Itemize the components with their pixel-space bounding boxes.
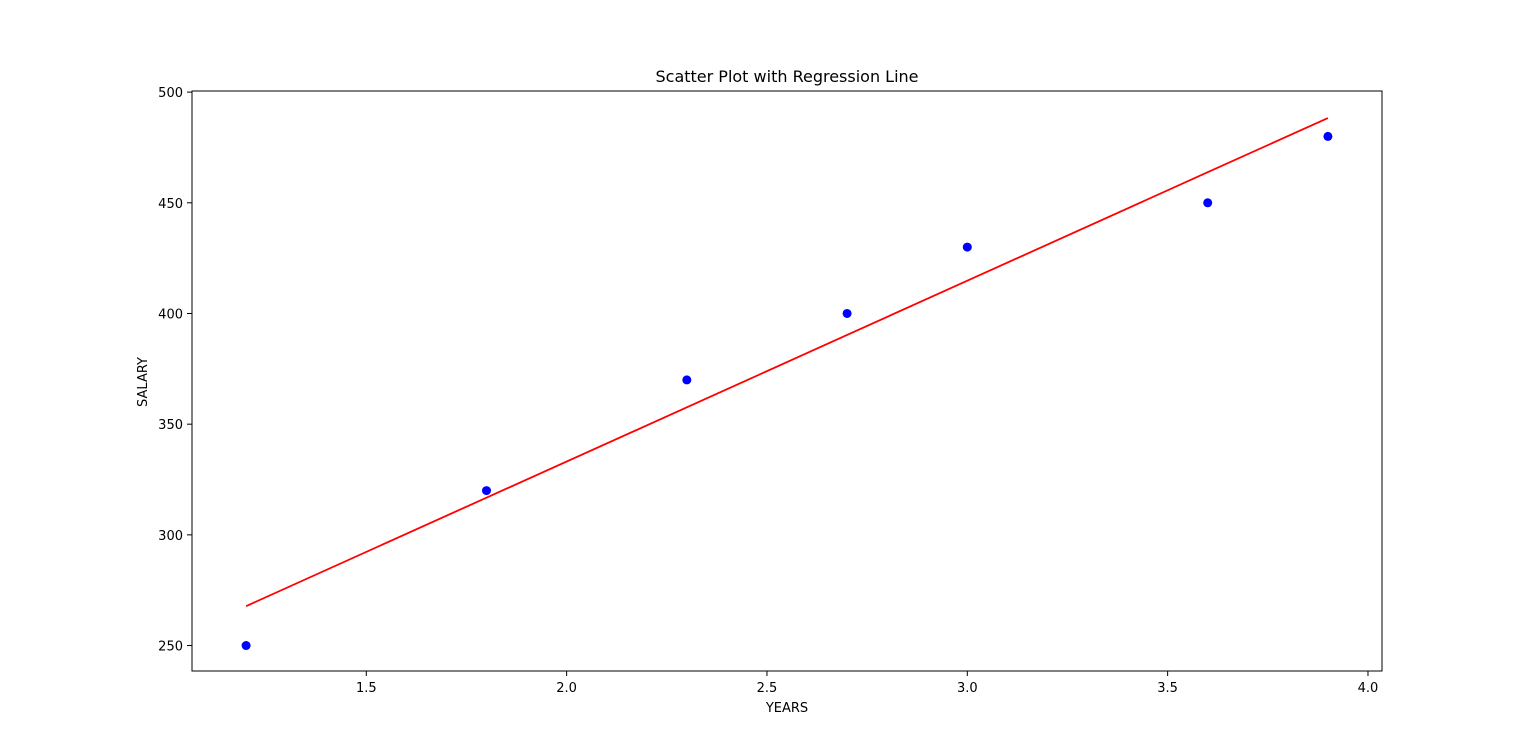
x-tick-label: 3.5: [1157, 681, 1178, 696]
y-tick-label: 450: [158, 197, 183, 212]
data-point: [481, 486, 491, 496]
y-tick-label: 350: [158, 418, 183, 433]
plot-area: [192, 91, 1382, 671]
data-point: [1323, 131, 1333, 141]
x-tick-label: 3.0: [957, 681, 978, 696]
series-layer: [241, 117, 1333, 651]
chart-title: Scatter Plot with Regression Line: [655, 67, 918, 86]
x-tick-label: 2.0: [556, 681, 577, 696]
regression-line: [245, 117, 1329, 607]
x-tick-label: 2.5: [757, 681, 778, 696]
y-axis-label: SALARY: [136, 357, 151, 407]
plot-background: [192, 91, 1382, 671]
plot-frame: [191, 90, 1383, 672]
data-point: [682, 375, 692, 385]
y-tick-label: 300: [158, 529, 183, 544]
y-tick-label: 400: [158, 307, 183, 322]
data-point: [842, 308, 852, 318]
axes-layer: 1.5 2.0 2.5 3.0 3.5 4.0 250 300 350 400 450 500: [158, 86, 1383, 696]
y-tick-label: 500: [158, 86, 183, 101]
data-point: [962, 242, 972, 252]
x-tick-label: 4.0: [1358, 681, 1379, 696]
data-point: [241, 641, 251, 651]
x-axis-label: YEARS: [765, 701, 808, 716]
y-tick-label: 250: [158, 640, 183, 655]
data-point: [1203, 198, 1213, 208]
x-tick-label: 1.5: [356, 681, 377, 696]
